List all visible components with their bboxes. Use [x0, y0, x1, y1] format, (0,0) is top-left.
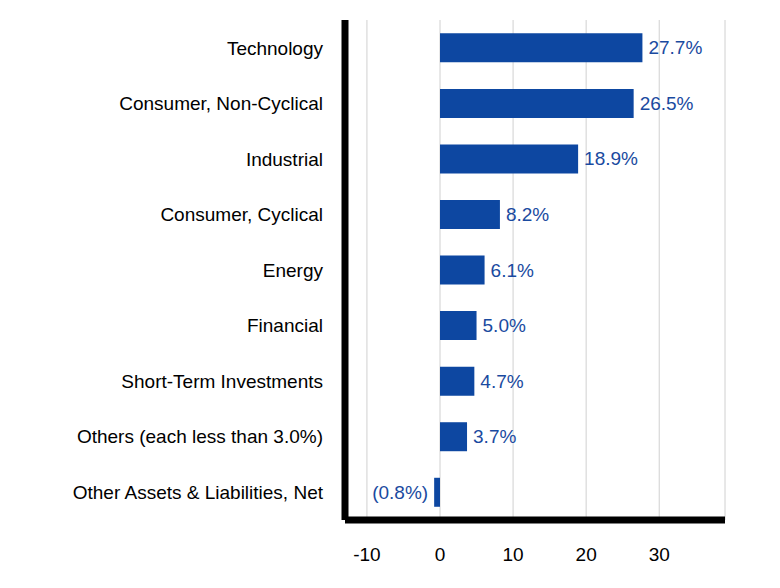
svg-text:-10: -10	[353, 544, 380, 565]
svg-text:Technology: Technology	[227, 38, 324, 59]
svg-text:Energy: Energy	[263, 260, 324, 281]
svg-text:Industrial: Industrial	[246, 149, 323, 170]
svg-text:0: 0	[435, 544, 446, 565]
svg-text:(0.8%): (0.8%)	[372, 482, 428, 503]
svg-text:Others (each less than 3.0%): Others (each less than 3.0%)	[77, 426, 323, 447]
svg-text:30: 30	[649, 544, 670, 565]
svg-text:Other Assets & Liabilities, Ne: Other Assets & Liabilities, Net	[73, 482, 324, 503]
svg-text:Financial: Financial	[247, 315, 323, 336]
svg-text:3.7%: 3.7%	[473, 426, 516, 447]
svg-text:26.5%: 26.5%	[640, 93, 694, 114]
svg-text:5.0%: 5.0%	[483, 315, 526, 336]
svg-text:27.7%: 27.7%	[648, 37, 702, 58]
svg-text:20: 20	[576, 544, 597, 565]
svg-text:Consumer, Cyclical: Consumer, Cyclical	[160, 204, 323, 225]
svg-text:10: 10	[503, 544, 524, 565]
svg-text:Short-Term Investments: Short-Term Investments	[121, 371, 323, 392]
svg-text:Consumer, Non-Cyclical: Consumer, Non-Cyclical	[119, 93, 323, 114]
svg-text:8.2%: 8.2%	[506, 204, 549, 225]
svg-text:6.1%: 6.1%	[491, 260, 534, 281]
svg-text:4.7%: 4.7%	[480, 371, 523, 392]
svg-text:18.9%: 18.9%	[584, 148, 638, 169]
